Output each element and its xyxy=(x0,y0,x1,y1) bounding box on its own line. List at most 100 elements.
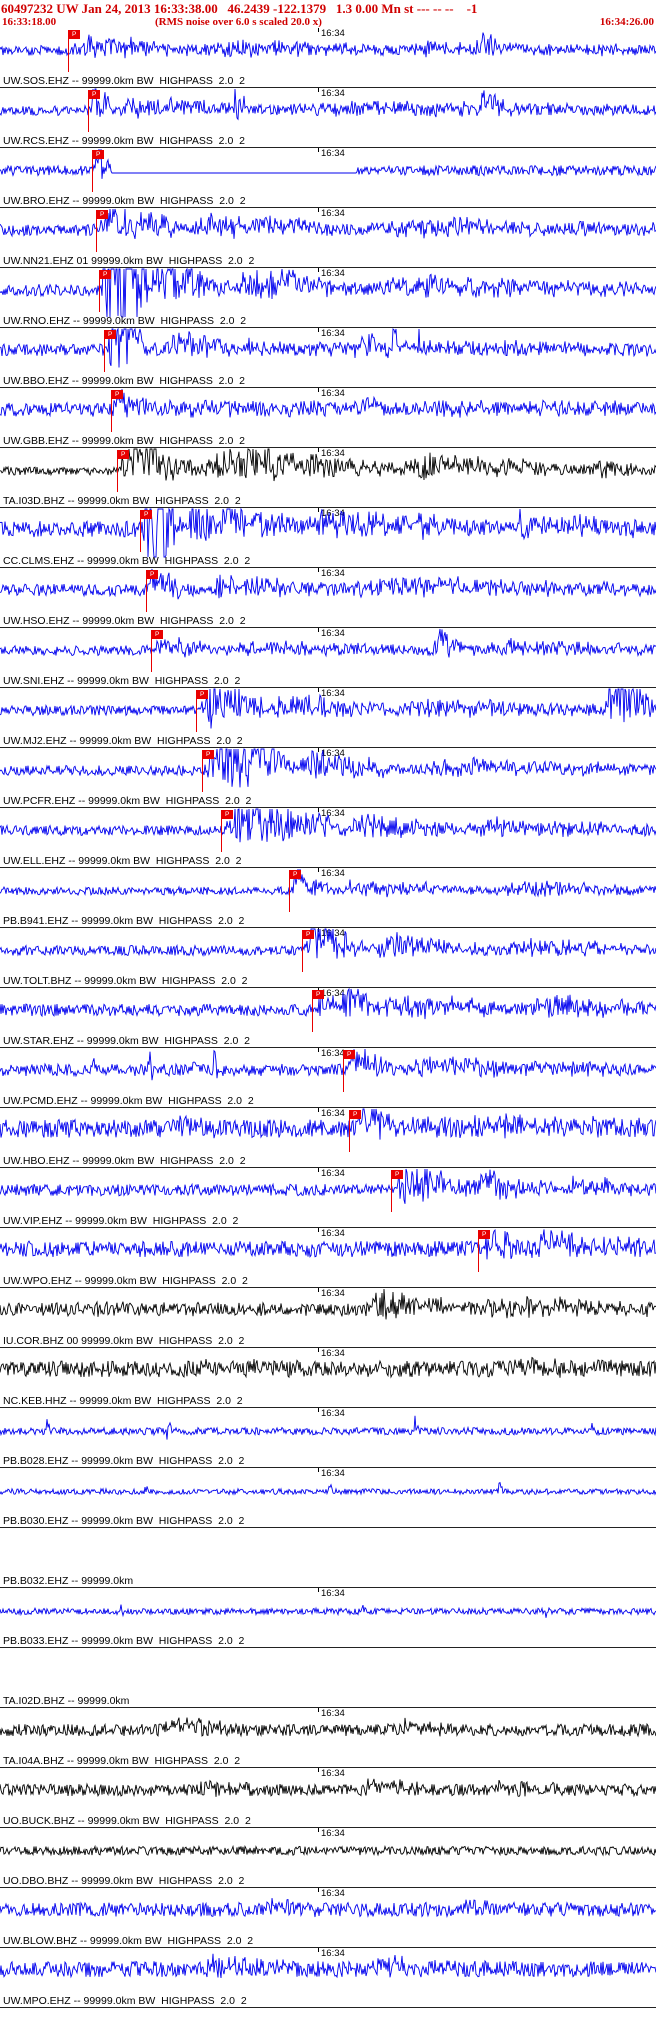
minute-tick-label: 16:34 xyxy=(321,1948,345,1959)
pick-flag[interactable]: P xyxy=(349,1110,362,1154)
waveform[interactable] xyxy=(0,1348,656,1408)
pick-flag-label: P xyxy=(146,570,159,579)
pick-flag[interactable]: P xyxy=(196,690,209,734)
trace-row[interactable]: 16:34 P UW.BBO.EHZ -- 99999.0km BW HIGHP… xyxy=(0,328,656,388)
trace-row[interactable]: 16:34 P UW.PCMD.EHZ -- 99999.0km BW HIGH… xyxy=(0,1048,656,1108)
trace-row[interactable]: 16:34 P UW.SNI.EHZ -- 99999.0km BW HIGHP… xyxy=(0,628,656,688)
pick-line xyxy=(196,699,198,732)
waveform[interactable] xyxy=(0,1888,656,1948)
trace-row[interactable]: 16:34 P UW.HSO.EHZ -- 99999.0km BW HIGHP… xyxy=(0,568,656,628)
waveform[interactable] xyxy=(0,1108,656,1168)
waveform[interactable] xyxy=(0,28,656,88)
pick-flag-label: P xyxy=(99,270,112,279)
pick-flag[interactable]: P xyxy=(96,210,109,254)
trace-row[interactable]: 16:34 IU.COR.BHZ 00 99999.0km BW HIGHPAS… xyxy=(0,1288,656,1348)
trace-row[interactable]: 16:34 P UW.GBB.EHZ -- 99999.0km BW HIGHP… xyxy=(0,388,656,448)
pick-flag[interactable]: P xyxy=(202,750,215,794)
minute-tick-label: 16:34 xyxy=(321,268,345,279)
trace-row[interactable]: 16:34 P UW.BRO.EHZ -- 99999.0km BW HIGHP… xyxy=(0,148,656,208)
pick-flag[interactable]: P xyxy=(478,1230,491,1274)
pick-flag[interactable]: P xyxy=(391,1170,404,1214)
pick-flag[interactable]: P xyxy=(151,630,164,674)
trace-row[interactable]: 16:34 P PB.B941.EHZ -- 99999.0km BW HIGH… xyxy=(0,868,656,928)
waveform[interactable] xyxy=(0,628,656,688)
trace-row[interactable]: 16:34 P UW.PCFR.EHZ -- 99999.0km BW HIGH… xyxy=(0,748,656,808)
waveform[interactable] xyxy=(0,1048,656,1108)
trace-row[interactable]: 16:34 P UW.VIP.EHZ -- 99999.0km BW HIGHP… xyxy=(0,1168,656,1228)
waveform[interactable] xyxy=(0,1828,656,1888)
waveform[interactable] xyxy=(0,388,656,448)
waveform[interactable] xyxy=(0,688,656,748)
trace-row[interactable]: 16:34 P UW.TOLT.BHZ -- 99999.0km BW HIGH… xyxy=(0,928,656,988)
trace-row[interactable]: 16:34 PB.B033.EHZ -- 99999.0km BW HIGHPA… xyxy=(0,1588,656,1648)
trace-row[interactable]: 16:34 PB.B028.EHZ -- 99999.0km BW HIGHPA… xyxy=(0,1408,656,1468)
trace-row[interactable]: 16:34 P TA.I03D.BHZ -- 99999.0km BW HIGH… xyxy=(0,448,656,508)
waveform[interactable] xyxy=(0,1948,656,2008)
trace-row[interactable]: 16:34 UO.BUCK.BHZ -- 99999.0km BW HIGHPA… xyxy=(0,1768,656,1828)
pick-line xyxy=(96,219,98,252)
trace-row[interactable]: 16:34 P UW.ELL.EHZ -- 99999.0km BW HIGHP… xyxy=(0,808,656,868)
trace-row[interactable]: 16:34 P UW.RNO.EHZ -- 99999.0km BW HIGHP… xyxy=(0,268,656,328)
pick-flag[interactable]: P xyxy=(99,270,112,314)
trace-row[interactable]: 16:34 UW.MPO.EHZ -- 99999.0km BW HIGHPAS… xyxy=(0,1948,656,2008)
waveform[interactable] xyxy=(0,148,656,208)
trace-row[interactable]: TA.I02D.BHZ -- 99999.0km xyxy=(0,1648,656,1708)
pick-flag[interactable]: P xyxy=(68,30,81,74)
pick-flag[interactable]: P xyxy=(312,990,325,1034)
channel-label: UW.STAR.EHZ -- 99999.0km BW HIGHPASS 2.0… xyxy=(3,1035,251,1047)
waveform[interactable] xyxy=(0,268,656,328)
pick-flag[interactable]: P xyxy=(343,1050,356,1094)
waveform[interactable] xyxy=(0,1708,656,1768)
waveform[interactable] xyxy=(0,748,656,808)
waveform[interactable] xyxy=(0,868,656,928)
trace-row[interactable]: 16:34 P UW.HBO.EHZ -- 99999.0km BW HIGHP… xyxy=(0,1108,656,1168)
minute-tick-mark xyxy=(318,388,319,392)
trace-row[interactable]: 16:34 P CC.CLMS.EHZ -- 99999.0km BW HIGH… xyxy=(0,508,656,568)
waveform[interactable] xyxy=(0,1768,656,1828)
pick-flag[interactable]: P xyxy=(88,90,101,134)
waveform[interactable] xyxy=(0,1588,656,1648)
trace-row[interactable]: 16:34 P UW.RCS.EHZ -- 99999.0km BW HIGHP… xyxy=(0,88,656,148)
trace-row[interactable]: 16:34 P UW.NN21.EHZ 01 99999.0km BW HIGH… xyxy=(0,208,656,268)
channel-label: UW.TOLT.BHZ -- 99999.0km BW HIGHPASS 2.0… xyxy=(3,975,248,987)
pick-flag[interactable]: P xyxy=(146,570,159,614)
trace-row[interactable]: PB.B032.EHZ -- 99999.0km xyxy=(0,1528,656,1588)
trace-row[interactable]: 16:34 UO.DBO.BHZ -- 99999.0km BW HIGHPAS… xyxy=(0,1828,656,1888)
trace-row[interactable]: 16:34 NC.KEB.HHZ -- 99999.0km BW HIGHPAS… xyxy=(0,1348,656,1408)
pick-flag[interactable]: P xyxy=(92,150,105,194)
waveform[interactable] xyxy=(0,1408,656,1468)
pick-flag[interactable]: P xyxy=(221,810,234,854)
pick-flag-label: P xyxy=(343,1050,356,1059)
channel-label: UW.NN21.EHZ 01 99999.0km BW HIGHPASS 2.0… xyxy=(3,255,255,267)
pick-flag[interactable]: P xyxy=(289,870,302,914)
waveform[interactable] xyxy=(0,448,656,508)
pick-flag-label: P xyxy=(151,630,164,639)
pick-flag[interactable]: P xyxy=(302,930,315,974)
waveform[interactable] xyxy=(0,1228,656,1288)
waveform[interactable] xyxy=(0,1468,656,1528)
pick-flag[interactable]: P xyxy=(104,330,117,374)
minute-tick-mark xyxy=(318,1408,319,1412)
waveform[interactable] xyxy=(0,928,656,988)
trace-row[interactable]: 16:34 UW.BLOW.BHZ -- 99999.0km BW HIGHPA… xyxy=(0,1888,656,1948)
trace-row[interactable]: 16:34 P UW.WPO.EHZ -- 99999.0km BW HIGHP… xyxy=(0,1228,656,1288)
waveform[interactable] xyxy=(0,508,656,568)
pick-flag[interactable]: P xyxy=(140,510,153,554)
waveform[interactable] xyxy=(0,808,656,868)
trace-row[interactable]: 16:34 P UW.MJ2.EHZ -- 99999.0km BW HIGHP… xyxy=(0,688,656,748)
trace-row[interactable]: 16:34 P UW.STAR.EHZ -- 99999.0km BW HIGH… xyxy=(0,988,656,1048)
waveform[interactable] xyxy=(0,1168,656,1228)
trace-row[interactable]: 16:34 TA.I04A.BHZ -- 99999.0km BW HIGHPA… xyxy=(0,1708,656,1768)
minute-tick-mark xyxy=(318,1708,319,1712)
waveform[interactable] xyxy=(0,328,656,388)
trace-row[interactable]: 16:34 P UW.SOS.EHZ -- 99999.0km BW HIGHP… xyxy=(0,28,656,88)
pick-flag[interactable]: P xyxy=(117,450,130,494)
waveform[interactable] xyxy=(0,1288,656,1348)
waveform[interactable] xyxy=(0,988,656,1048)
waveform[interactable] xyxy=(0,568,656,628)
trace-row[interactable]: 16:34 PB.B030.EHZ -- 99999.0km BW HIGHPA… xyxy=(0,1468,656,1528)
waveform[interactable] xyxy=(0,208,656,268)
waveform[interactable] xyxy=(0,88,656,148)
channel-label: UW.ELL.EHZ -- 99999.0km BW HIGHPASS 2.0 … xyxy=(3,855,242,867)
pick-flag[interactable]: P xyxy=(111,390,124,434)
